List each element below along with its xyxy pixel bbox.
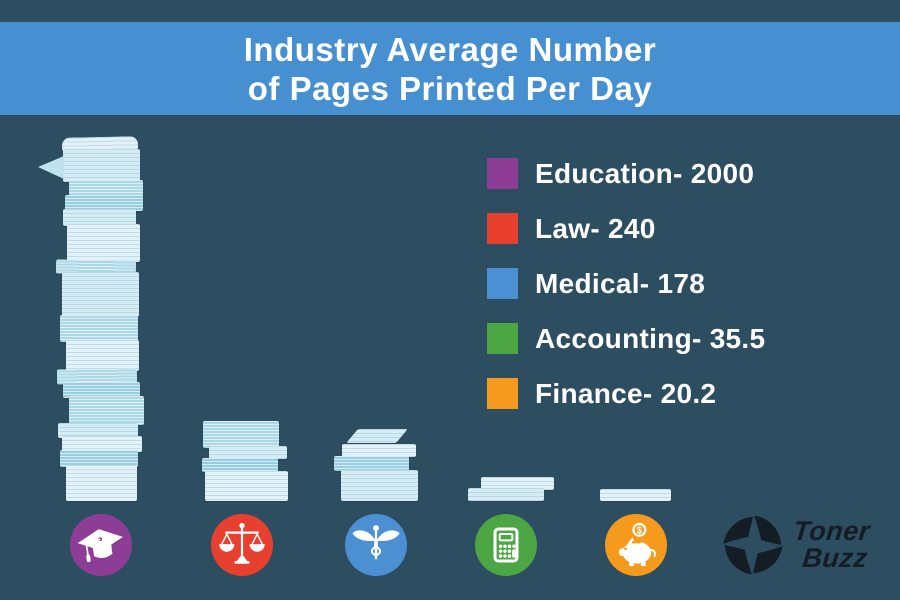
law-badge — [211, 514, 273, 576]
paper-slab — [62, 436, 142, 452]
paper-flap — [38, 156, 64, 179]
page-title-line1: Industry Average Number — [243, 30, 657, 68]
paper-slab — [60, 315, 138, 342]
legend-item-education: Education- 2000 — [487, 158, 765, 189]
paper-slab — [65, 195, 143, 211]
legend-label-medical: Medical- 178 — [535, 267, 706, 299]
title-banner: Industry Average Number of Pages Printed… — [0, 22, 900, 115]
legend-swatch-accounting — [487, 323, 518, 354]
paper-slab — [69, 396, 144, 425]
legend-swatch-finance — [487, 378, 518, 409]
paper-slab — [69, 180, 143, 197]
legend-label-accounting: Accounting- 35.5 — [535, 322, 766, 354]
legend-swatch-education — [487, 158, 518, 189]
scales-icon — [219, 522, 265, 564]
legend-swatch-medical — [487, 268, 518, 299]
finance-badge: $ — [605, 514, 667, 576]
tonerbuzz-logo: Toner Buzz — [720, 512, 872, 578]
legend-item-law: Law- 240 — [487, 213, 765, 244]
education-badge — [70, 514, 132, 576]
paper-slab — [341, 470, 418, 501]
logo-line1: Toner — [791, 516, 872, 546]
calculator-icon — [493, 527, 519, 563]
paper-slab — [66, 340, 139, 371]
paper-slab — [600, 489, 671, 501]
svg-text:$: $ — [637, 525, 643, 536]
legend-label-education: Education- 2000 — [535, 157, 755, 189]
legend: Education- 2000 Law- 240 Medical- 178 Ac… — [487, 158, 765, 433]
legend-item-finance: Finance- 20.2 — [487, 378, 765, 409]
legend-swatch-law — [487, 213, 518, 244]
paper-slab — [205, 471, 288, 501]
logo-line2: Buzz — [801, 543, 870, 573]
paper-sheet — [346, 429, 408, 443]
paper-slab — [202, 458, 278, 472]
paper-slab — [468, 488, 544, 501]
paper-slab — [334, 456, 409, 471]
paper-slab — [63, 209, 136, 226]
paper-slab — [481, 477, 554, 490]
legend-item-accounting: Accounting- 35.5 — [487, 323, 765, 354]
caduceus-icon — [352, 525, 400, 560]
logo-wordmark: Toner Buzz — [789, 516, 872, 573]
paper-slab — [66, 465, 137, 501]
paper-slab — [209, 446, 287, 459]
paper-slab — [58, 423, 138, 438]
paper-slab — [60, 450, 138, 467]
accounting-badge — [475, 514, 537, 576]
paper-slab — [342, 444, 416, 457]
shutter-swirl-icon — [723, 515, 783, 575]
graduation-cap-icon — [77, 529, 123, 563]
legend-label-law: Law- 240 — [535, 212, 656, 244]
paper-slab — [62, 272, 139, 317]
page-title-line2: of Pages Printed Per Day — [247, 69, 653, 107]
paper-slab — [67, 224, 140, 262]
legend-label-finance: Finance- 20.2 — [535, 377, 717, 409]
piggy-bank-icon: $ — [619, 522, 656, 567]
paper-slab — [63, 149, 140, 182]
legend-item-medical: Medical- 178 — [487, 268, 765, 299]
paper-slab — [203, 421, 279, 448]
paper-slab — [63, 382, 140, 398]
medical-badge — [345, 514, 407, 576]
